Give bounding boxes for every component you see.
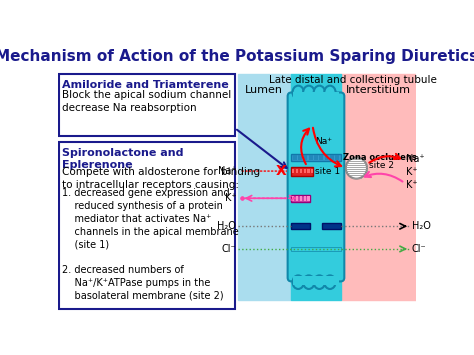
Bar [303,155,307,160]
Text: Amiloride and Triamterene: Amiloride and Triamterene [63,80,229,89]
Bar [311,169,313,173]
Bar [291,154,341,161]
Bar [314,155,318,160]
Ellipse shape [324,275,336,289]
Text: H₂O: H₂O [218,221,236,231]
Bar [291,73,341,300]
Text: site 2: site 2 [368,160,393,170]
Bar [303,169,306,173]
Bar [292,247,340,251]
Bar [291,166,313,176]
Bar [307,196,310,201]
Bar [293,93,339,102]
Bar [300,169,302,173]
Bar [300,196,302,201]
Text: Mechanism of Action of the Potassium Sparing Diuretics: Mechanism of Action of the Potassium Spa… [0,49,474,65]
Text: site 1: site 1 [315,166,340,176]
Ellipse shape [314,86,325,99]
Text: Na⁺: Na⁺ [406,154,425,164]
Bar [296,196,298,201]
Text: Cl⁻: Cl⁻ [411,244,426,254]
Bar [309,155,312,160]
Ellipse shape [303,275,314,289]
Text: Late distal and collecting tubule: Late distal and collecting tubule [269,75,438,84]
Text: Lumen: Lumen [245,85,283,95]
FancyBboxPatch shape [59,142,236,308]
Text: Interstitium: Interstitium [346,85,411,95]
Text: 1. decreased gene expression and
    reduced synthesis of a protein
    mediator: 1. decreased gene expression and reduced… [63,189,239,301]
Bar [319,155,323,160]
Text: Cl⁻: Cl⁻ [222,244,236,254]
FancyBboxPatch shape [288,93,344,282]
Bar [293,276,339,285]
Ellipse shape [303,86,314,99]
Text: Spironolactone and
Eplerenone: Spironolactone and Eplerenone [63,148,184,170]
Bar [341,73,416,300]
Text: Block the apical sodium channel
decrease Na reabsorption: Block the apical sodium channel decrease… [63,90,232,113]
Bar [325,155,328,160]
Bar [298,155,302,160]
Text: Zona occludens: Zona occludens [343,153,417,162]
Text: K⁺: K⁺ [225,193,236,203]
Bar [335,155,339,160]
Text: K⁺: K⁺ [406,167,418,177]
Text: Compete with aldosterone for binding
to intracellular receptors causing:: Compete with aldosterone for binding to … [63,167,261,191]
Bar [291,223,310,229]
Bar [303,196,306,201]
Ellipse shape [324,86,336,99]
Text: H₂O: H₂O [411,221,430,231]
Bar [330,155,334,160]
Bar [292,169,294,173]
Text: Na⁺: Na⁺ [315,137,332,146]
Text: Na⁺: Na⁺ [218,166,236,176]
FancyBboxPatch shape [59,74,236,136]
Bar [238,73,291,300]
Ellipse shape [314,275,325,289]
Bar [291,195,310,202]
Bar [307,169,310,173]
Bar [293,155,297,160]
Bar [296,169,298,173]
Ellipse shape [292,275,304,289]
Text: X: X [276,164,287,178]
Ellipse shape [292,86,304,99]
Text: K⁺: K⁺ [406,180,418,190]
Bar [292,196,294,201]
Circle shape [346,158,367,179]
Bar [322,223,340,229]
